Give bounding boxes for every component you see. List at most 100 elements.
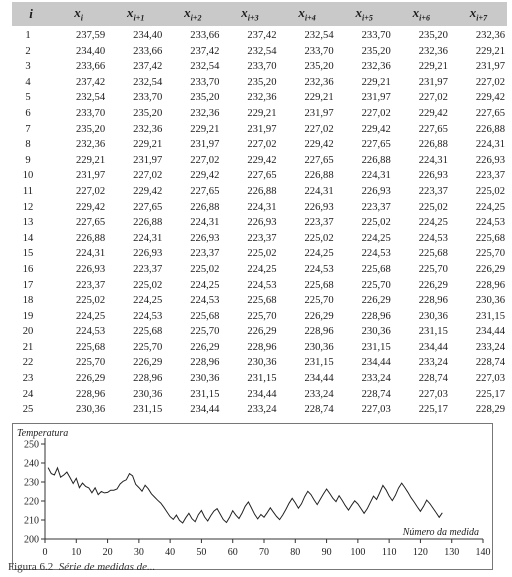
table-row: 7 235,20 232,36 229,21 231,97 227,02 229,42 227… <box>12 122 507 138</box>
value-cell: 232,54 <box>190 61 220 73</box>
value-cell: 231,15 <box>133 404 163 416</box>
value-cell: 223,37 <box>304 217 334 229</box>
table-row: 19 224,25 224,53 225,68 225,70 226,29 228,96 23… <box>12 309 507 325</box>
x-tick-label: 110 <box>382 547 397 558</box>
value-cell: 231,15 <box>475 310 505 322</box>
value-cell: 229,21 <box>304 92 334 104</box>
value-cell: 225,02 <box>418 201 448 213</box>
value-cell: 226,93 <box>190 232 220 244</box>
table-row: 25 230,36 231,15 234,44 233,24 228,74 227,03 22… <box>12 402 507 418</box>
value-cell: 231,15 <box>418 326 448 338</box>
value-cell: 224,53 <box>190 295 220 307</box>
value-cell: 227,02 <box>247 139 277 151</box>
row-index-cell: 3 <box>25 61 31 73</box>
value-cell: 233,24 <box>304 388 334 400</box>
value-cell: 226,29 <box>133 357 163 369</box>
value-cell: 228,96 <box>75 388 106 400</box>
value-cell: 233,66 <box>133 45 163 57</box>
value-cell: 226,29 <box>475 263 505 275</box>
value-cell: 226,93 <box>475 154 505 166</box>
value-cell: 228,74 <box>418 373 448 385</box>
column-header-base: x <box>412 5 420 21</box>
value-cell: 227,65 <box>190 185 220 197</box>
x-axis-label: Número da medida <box>402 527 479 538</box>
y-tick-label: 240 <box>24 459 39 470</box>
value-cell: 224,31 <box>190 217 220 229</box>
value-cell: 229,21 <box>418 61 448 73</box>
value-cell: 235,20 <box>133 107 163 119</box>
value-cell: 232,36 <box>190 107 220 119</box>
value-cell: 229,42 <box>75 201 106 213</box>
table-row: 23 226,29 228,96 230,36 231,15 234,44 233,24 22… <box>12 371 507 387</box>
table-row: 5 232,54 233,70 235,20 232,36 229,21 231,97 227… <box>12 90 507 106</box>
value-cell: 229,21 <box>133 139 163 151</box>
value-cell: 223,37 <box>247 232 277 244</box>
value-cell: 226,29 <box>361 295 391 307</box>
value-cell: 237,42 <box>133 61 163 73</box>
value-cell: 234,44 <box>361 357 391 369</box>
value-cell: 232,54 <box>247 45 277 57</box>
row-index-cell: 24 <box>22 388 34 400</box>
value-cell: 227,02 <box>475 76 505 88</box>
value-cell: 234,44 <box>304 373 334 385</box>
value-cell: 230,36 <box>304 341 334 353</box>
row-index-cell: 12 <box>22 201 34 213</box>
value-cell: 227,02 <box>133 170 163 182</box>
row-index-cell: 7 <box>25 123 31 135</box>
value-cell: 225,68 <box>475 232 505 244</box>
value-cell: 225,02 <box>475 185 505 197</box>
column-header-7: xi+6 <box>392 2 450 26</box>
column-header-subscript: i+6 <box>419 13 430 23</box>
value-cell: 225,02 <box>75 295 106 307</box>
value-cell: 224,25 <box>75 310 106 322</box>
x-tick-label: 0 <box>43 547 48 558</box>
line-chart: 200 210 220 230 240 250 0 10 20 30 40 50 60 70 80 90 100… <box>17 428 491 558</box>
value-cell: 229,42 <box>133 185 163 197</box>
value-cell: 226,88 <box>361 154 391 166</box>
table-row: 14 226,88 224,31 226,93 223,37 225,02 224,25 22… <box>12 231 507 247</box>
table-row: 9 229,21 231,97 227,02 229,42 227,65 226,88 224… <box>12 153 507 169</box>
value-cell: 225,68 <box>133 326 163 338</box>
value-cell: 224,31 <box>418 154 448 166</box>
value-cell: 227,65 <box>75 217 106 229</box>
value-cell: 226,29 <box>304 310 334 322</box>
row-index-cell: 14 <box>22 232 34 244</box>
value-cell: 233,24 <box>418 357 448 369</box>
value-cell: 224,31 <box>475 139 505 151</box>
value-cell: 227,02 <box>75 185 106 197</box>
value-cell: 231,15 <box>247 373 277 385</box>
value-cell: 232,36 <box>304 76 334 88</box>
x-tick-label: 120 <box>413 547 428 558</box>
x-tick-label: 30 <box>134 547 144 558</box>
data-table: i xi xi+1 xi+2 xi+3 xi+4 xi+5 xi+6 xi+7 1 237,59 2… <box>12 2 507 418</box>
row-index-cell: 22 <box>22 357 34 369</box>
value-cell: 228,74 <box>475 357 505 369</box>
column-header-6: xi+5 <box>335 2 393 26</box>
value-cell: 233,70 <box>361 30 391 41</box>
table-row: 2 234,40 233,66 237,42 232,54 233,70 235,20 232… <box>12 44 507 60</box>
value-cell: 228,96 <box>361 310 391 322</box>
value-cell: 231,15 <box>304 357 334 369</box>
row-index-cell: 18 <box>22 295 34 307</box>
figure-caption: Figura 6.2 Série de medidas de... <box>8 561 155 573</box>
value-cell: 225,17 <box>418 404 448 416</box>
value-cell: 225,68 <box>75 341 106 353</box>
value-cell: 225,70 <box>361 279 391 291</box>
table-row: 20 224,53 225,68 225,70 226,29 228,96 230,36 23… <box>12 324 507 340</box>
value-cell: 234,40 <box>133 30 163 41</box>
value-cell: 229,42 <box>475 92 505 104</box>
table-row: 22 225,70 226,29 228,96 230,36 231,15 234,44 23… <box>12 355 507 371</box>
value-cell: 227,02 <box>418 92 448 104</box>
column-header-subscript: i+2 <box>190 13 202 23</box>
value-cell: 230,36 <box>75 404 106 416</box>
value-cell: 225,70 <box>133 341 163 353</box>
x-tick-label: 20 <box>103 547 113 558</box>
x-tick-label: 90 <box>322 547 332 558</box>
value-cell: 233,70 <box>247 61 277 73</box>
value-cell: 223,37 <box>133 263 163 275</box>
value-cell: 224,31 <box>361 170 391 182</box>
row-index-cell: 20 <box>22 326 34 338</box>
row-index-cell: 4 <box>25 76 31 88</box>
column-header-subscript: i+4 <box>304 13 316 23</box>
row-index-cell: 13 <box>22 217 34 229</box>
